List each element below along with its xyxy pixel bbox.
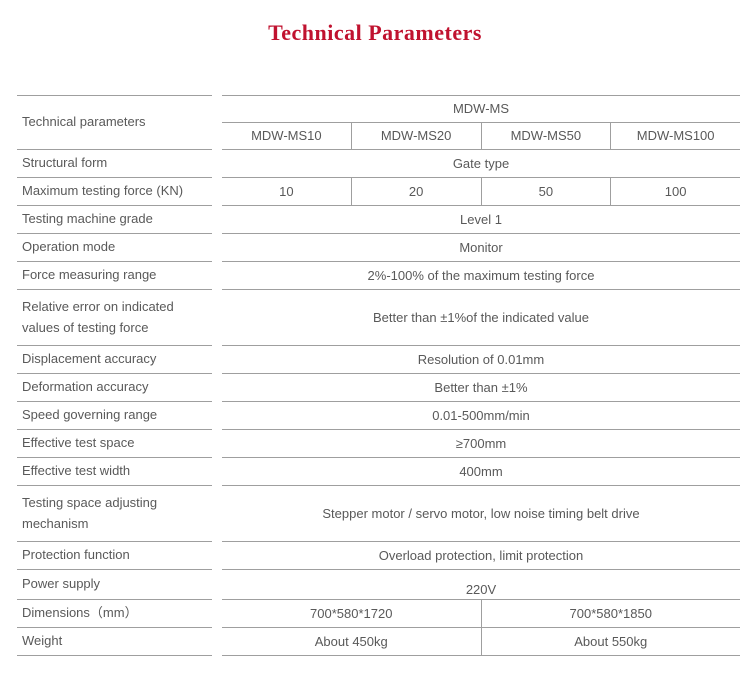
param-values: 10 20 50 100: [222, 178, 740, 206]
param-label: Testing space adjusting mechanism: [17, 486, 212, 542]
param-label: Speed governing range: [17, 402, 212, 430]
param-label: Weight: [17, 628, 212, 656]
value-cell: About 550kg: [574, 634, 648, 649]
value-cell: 10: [222, 178, 352, 205]
value-cell: 700*580*1850: [569, 606, 652, 621]
param-label: Operation mode: [17, 234, 212, 262]
param-label: Testing machine grade: [17, 206, 212, 234]
param-value: ≥700mm: [222, 430, 740, 458]
value-cell: About 450kg: [222, 628, 482, 655]
table-row: Dimensions（mm） 700*580*1720 700*580*1850: [17, 600, 750, 628]
value-cell: 700*580*1720: [222, 600, 482, 627]
table-row: Speed governing range 0.01-500mm/min: [17, 402, 750, 430]
value-cell: 50: [482, 178, 612, 205]
series-header-cell: MDW-MS: [222, 96, 740, 123]
table-row: Relative error on indicated values of te…: [17, 290, 750, 346]
table-header-row: Technical parameters MDW-MS MDW-MS10 MDW…: [17, 95, 750, 150]
param-value: Better than ±1%of the indicated value: [222, 290, 740, 346]
table-row: Weight About 450kg About 550kg: [17, 628, 750, 656]
table-row: Operation mode Monitor: [17, 234, 750, 262]
param-label: Structural form: [17, 150, 212, 178]
spec-table: Technical parameters MDW-MS MDW-MS10 MDW…: [17, 95, 750, 656]
page-title: Technical Parameters: [268, 20, 482, 45]
model-header-group: MDW-MS MDW-MS10 MDW-MS20 MDW-MS50 MDW-MS…: [222, 95, 740, 150]
table-row: Protection function Overload protection,…: [17, 542, 750, 570]
table-row: Force measuring range 2%-100% of the max…: [17, 262, 750, 290]
param-value: Stepper motor / servo motor, low noise t…: [222, 486, 740, 542]
param-label: Deformation accuracy: [17, 374, 212, 402]
table-row: Displacement accuracy Resolution of 0.01…: [17, 346, 750, 374]
value-cell: 100: [664, 184, 687, 199]
param-value: 2%-100% of the maximum testing force: [222, 262, 740, 290]
param-values: 700*580*1720 700*580*1850: [222, 600, 740, 628]
table-row: Power supply 220V: [17, 570, 750, 600]
param-value: 0.01-500mm/min: [222, 402, 740, 430]
param-label: Effective test width: [17, 458, 212, 486]
param-value: Better than ±1%: [222, 374, 740, 402]
table-row: Maximum testing force (KN) 10 20 50 100: [17, 178, 750, 206]
param-value: 400mm: [222, 458, 740, 486]
param-value: Resolution of 0.01mm: [222, 346, 740, 374]
param-label: Displacement accuracy: [17, 346, 212, 374]
model-header-cell: MDW-MS100: [636, 128, 715, 144]
param-label: Protection function: [17, 542, 212, 570]
value-cell: 20: [352, 178, 482, 205]
param-value: Gate type: [222, 150, 740, 178]
model-header-cell: MDW-MS10: [222, 122, 352, 149]
param-values: About 450kg About 550kg: [222, 628, 740, 656]
table-row: Testing space adjusting mechanism Steppe…: [17, 486, 750, 542]
table-row: Structural form Gate type: [17, 150, 750, 178]
corner-label: Technical parameters: [17, 95, 212, 150]
param-label: Force measuring range: [17, 262, 212, 290]
param-value: 220V: [222, 570, 740, 600]
model-header-cell: MDW-MS50: [482, 122, 612, 149]
param-label: Effective test space: [17, 430, 212, 458]
param-value: Monitor: [222, 234, 740, 262]
table-row: Effective test width 400mm: [17, 458, 750, 486]
table-row: Effective test space ≥700mm: [17, 430, 750, 458]
param-label: Dimensions（mm）: [17, 600, 212, 628]
param-label: Maximum testing force (KN): [17, 178, 212, 206]
param-label: Relative error on indicated values of te…: [17, 290, 212, 346]
table-row: Testing machine grade Level 1: [17, 206, 750, 234]
param-value: Level 1: [222, 206, 740, 234]
model-header-cells: MDW-MS10 MDW-MS20 MDW-MS50 MDW-MS100: [222, 122, 740, 150]
param-label: Power supply: [17, 570, 212, 600]
table-row: Deformation accuracy Better than ±1%: [17, 374, 750, 402]
param-value: Overload protection, limit protection: [222, 542, 740, 570]
model-header-cell: MDW-MS20: [352, 122, 482, 149]
